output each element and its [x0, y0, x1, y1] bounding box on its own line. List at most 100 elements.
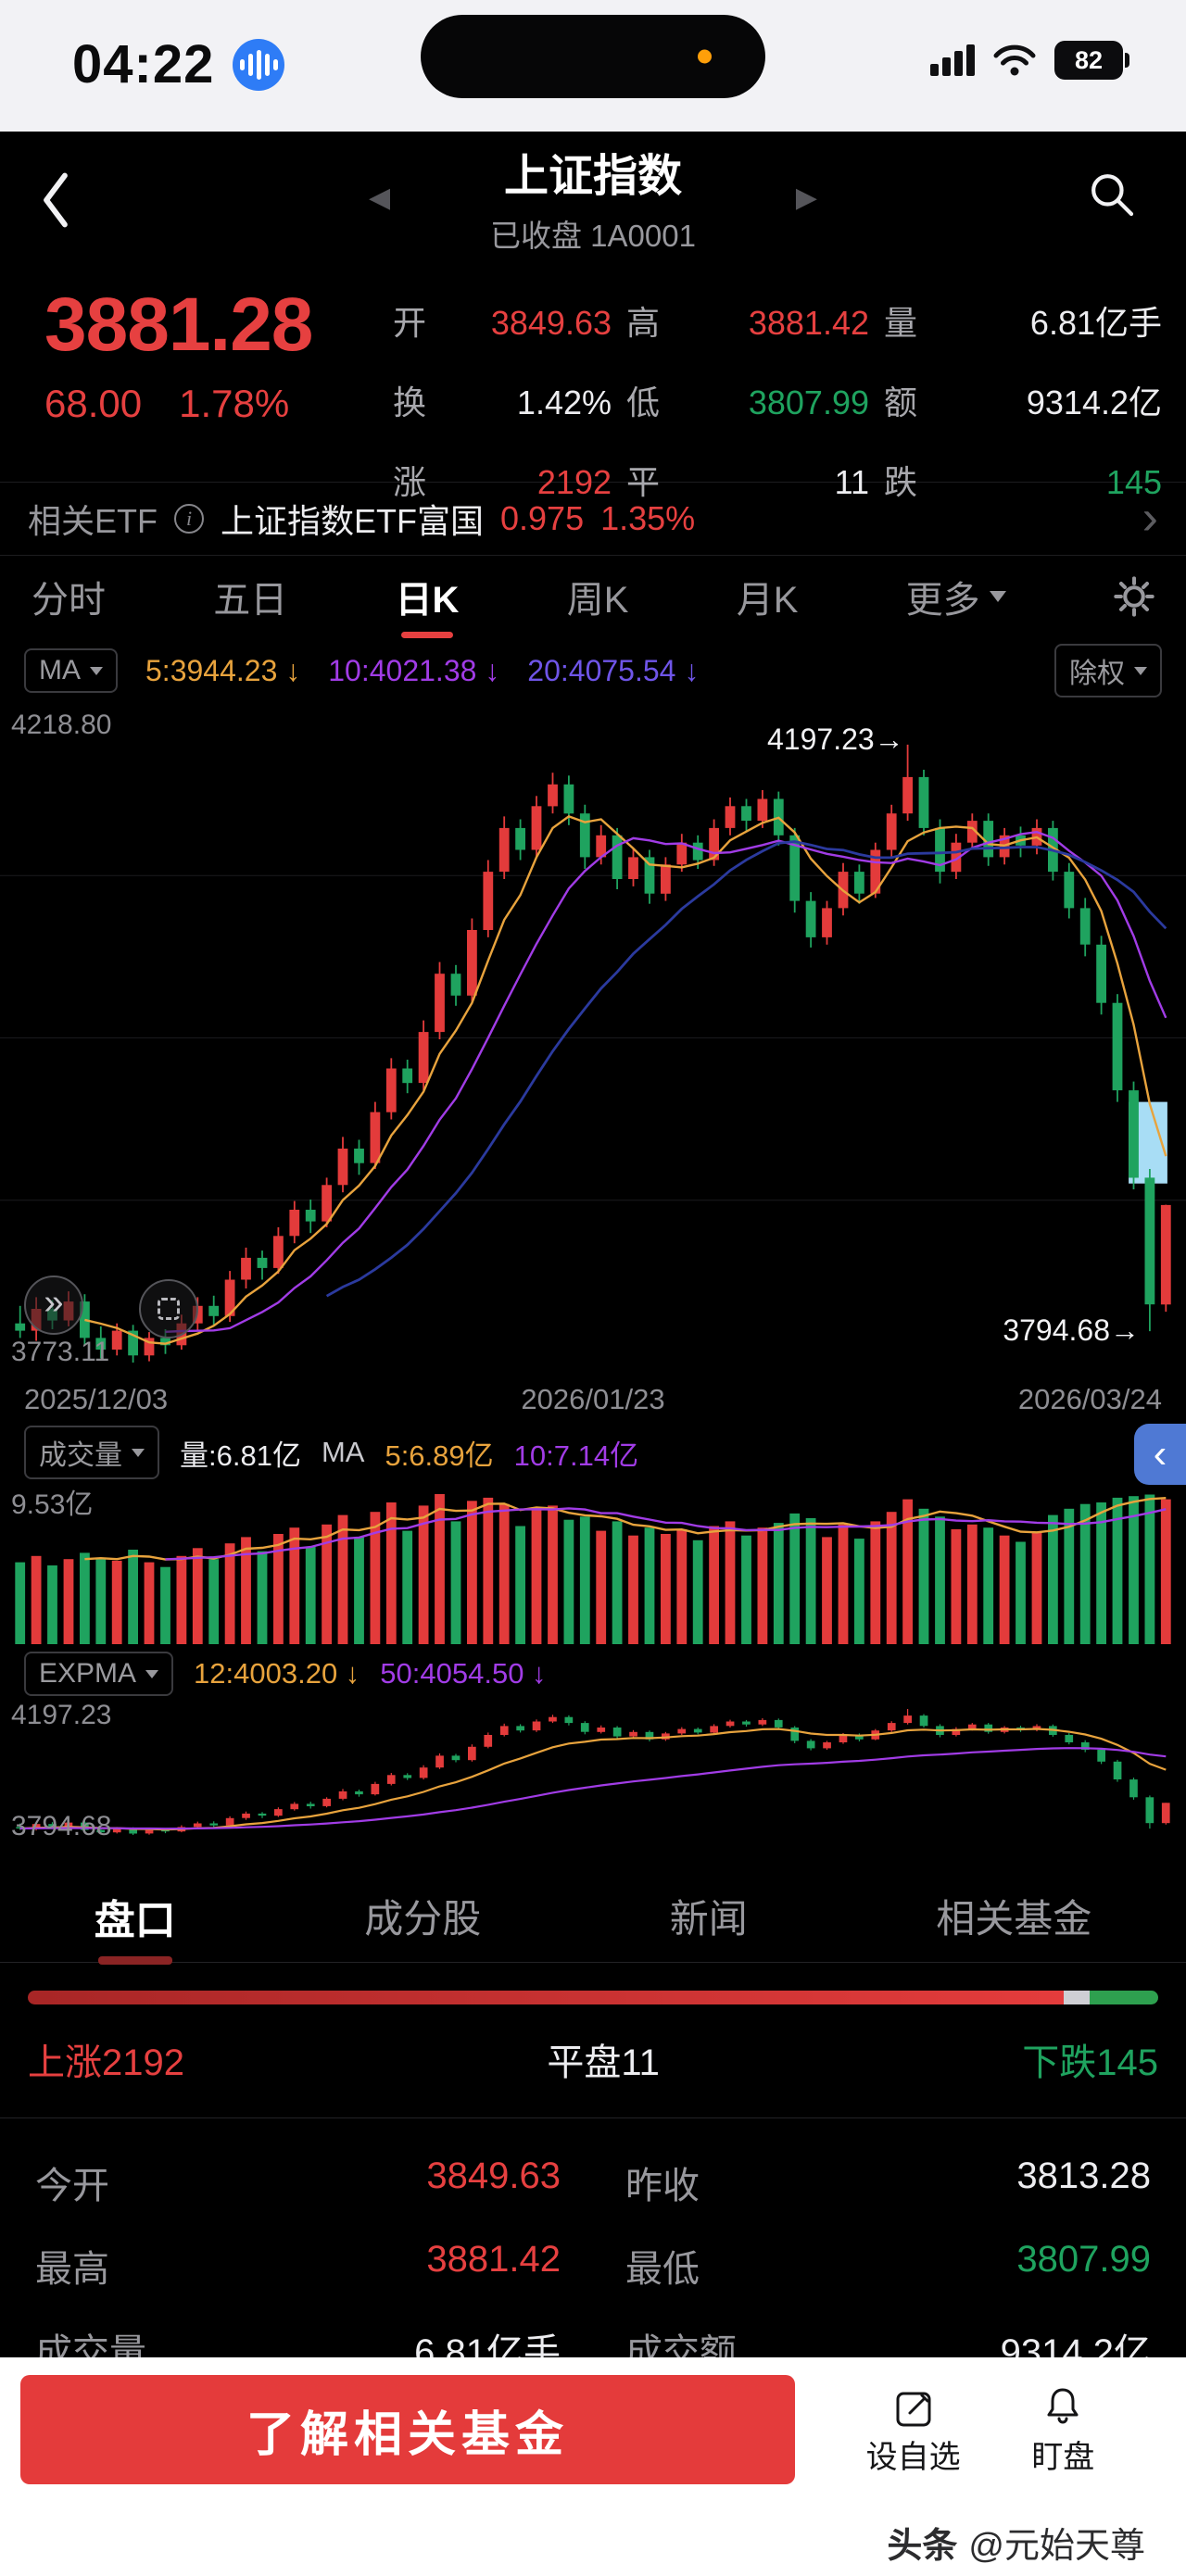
- volume-canvas: [15, 1494, 1171, 1644]
- battery-percent: 82: [1074, 45, 1104, 74]
- ma-indicator-bar: MA 5:3944.23 ↓ 10:4021.38 ↓ 20:4075.54 ↓…: [0, 637, 1186, 704]
- ma-selector[interactable]: MA: [24, 648, 118, 693]
- volume-value: 量:6.81亿: [180, 1439, 301, 1472]
- cell-low: 最低 3807.99: [625, 2239, 1151, 2290]
- breadth-up-segment: [28, 1991, 1064, 2004]
- stat-unchanged: 平 11: [626, 463, 869, 501]
- chevron-right-icon: ›: [1142, 491, 1158, 546]
- edit-square-icon: [896, 2392, 931, 2426]
- stat-low: 低 3807.99: [626, 383, 869, 421]
- change-percent: 1.78%: [179, 382, 290, 426]
- volume-selector[interactable]: 成交量: [24, 1426, 159, 1479]
- cell-high: 最高 3881.42: [35, 2239, 561, 2290]
- page-title: 上证指数: [503, 152, 682, 201]
- status-bar: 04:22 82: [0, 0, 1186, 132]
- related-funds-cta-button[interactable]: 了解相关基金: [20, 2375, 795, 2484]
- breadth-bar: [28, 1991, 1158, 2004]
- cell-prev-close: 昨收 3813.28: [625, 2155, 1151, 2206]
- etf-name: 上证指数ETF富国: [221, 502, 484, 540]
- tab-order-book[interactable]: 盘口: [95, 1887, 176, 1946]
- related-etf-row[interactable]: 相关ETF i 上证指数ETF富国 0.975 1.35% ›: [0, 482, 1186, 556]
- settings-gear-icon[interactable]: [1114, 576, 1154, 617]
- clock: 04:22: [72, 34, 215, 94]
- volume-chart[interactable]: 9.53亿: [0, 1481, 1186, 1646]
- stat-advancers: 涨 2192: [393, 463, 612, 501]
- last-price: 3881.28: [44, 283, 313, 367]
- unchanged-count: 平盘11: [547, 2042, 660, 2083]
- tab-constituents[interactable]: 成分股: [364, 1897, 482, 1941]
- volume-ma-prefix: MA: [321, 1436, 365, 1468]
- section-tab-bar: 盘口 成分股 新闻 相关基金: [0, 1870, 1186, 1963]
- adjust-mode-selector[interactable]: 除权: [1054, 644, 1162, 697]
- tab-minute[interactable]: 分时: [32, 580, 106, 621]
- add-watchlist-button[interactable]: 设自选: [866, 2383, 961, 2477]
- table-row: 今开 3849.63 昨收 3813.28: [0, 2141, 1186, 2224]
- ma20-value: 20:4075.54 ↓: [527, 653, 700, 687]
- quote-stats-grid: 开 3849.63 高 3881.42 量 6.81亿手 换 1.42% 低 3807.9…: [393, 296, 1162, 504]
- expma12-value: 12:4003.20 ↓: [194, 1657, 360, 1690]
- stat-turnover-rate: 换 1.42%: [393, 383, 612, 421]
- market-status: 已收盘 1A0001: [490, 218, 696, 253]
- tab-monthly-k[interactable]: 月K: [736, 580, 799, 621]
- advancers-count: 上涨2192: [28, 2042, 184, 2083]
- x-label-start: 2025/12/03: [24, 1383, 169, 1415]
- info-icon[interactable]: i: [174, 504, 204, 534]
- tab-5day[interactable]: 五日: [213, 580, 288, 621]
- tab-related-funds[interactable]: 相关基金: [936, 1897, 1092, 1941]
- caret-down-icon: [145, 1669, 159, 1678]
- volume-max-label: 9.53亿: [11, 1489, 94, 1520]
- dynamic-island: [421, 15, 765, 98]
- search-icon: [1091, 174, 1134, 217]
- tab-news[interactable]: 新闻: [669, 1897, 748, 1941]
- prev-stock-button[interactable]: ◀: [369, 182, 391, 213]
- search-button[interactable]: [1086, 169, 1138, 225]
- x-label-mid: 2026/01/23: [521, 1383, 665, 1415]
- chart-max-label: 4218.80: [11, 710, 112, 740]
- nav-header: ◀ 上证指数 已收盘 1A0001 ▶: [0, 132, 1186, 270]
- fast-forward-button[interactable]: »: [24, 1275, 83, 1335]
- footer: 头条 @元始天尊: [0, 2502, 1186, 2576]
- volume-ma5: 5:6.89亿: [385, 1439, 494, 1472]
- back-button[interactable]: [37, 167, 82, 233]
- tab-weekly-k[interactable]: 周K: [566, 580, 629, 621]
- stat-amount: 额 9314.2亿: [884, 383, 1162, 421]
- watermark-brand: 头条: [887, 2527, 958, 2566]
- caret-down-icon: [989, 591, 1006, 602]
- volume-indicator-bar: 成交量 量:6.81亿 MA 5:6.89亿 10:7.14亿 ‹: [0, 1424, 1186, 1485]
- bell-icon: [1047, 2388, 1079, 2423]
- stat-decliners: 跌 145: [884, 463, 1162, 501]
- stat-volume: 量 6.81亿手: [884, 304, 1162, 342]
- period-tab-bar: 分时 五日 日K 周K 月K 更多: [0, 556, 1186, 637]
- price-change: 68.00 1.78%: [44, 382, 1186, 426]
- tab-more[interactable]: 更多: [906, 570, 1006, 623]
- fullscreen-button[interactable]: [139, 1279, 198, 1338]
- breadth-down-segment: [1090, 1991, 1158, 2004]
- next-stock-button[interactable]: ▶: [795, 182, 817, 213]
- expma-chart[interactable]: 4197.23 3794.68: [0, 1700, 1186, 1842]
- kline-canvas: [0, 744, 1186, 1363]
- caret-down-icon: [132, 1448, 145, 1457]
- cell-today-open: 今开 3849.63: [35, 2155, 561, 2206]
- caret-down-icon: [1134, 666, 1147, 675]
- peak-annotation: 4197.23→: [767, 723, 904, 756]
- tab-daily-k[interactable]: 日K: [396, 570, 460, 623]
- detail-table: 今开 3849.63 昨收 3813.28 最高 3881.42 最低 3807.99 …: [0, 2118, 1186, 2391]
- stat-open: 开 3849.63: [393, 304, 612, 342]
- expma-canvas: [16, 1709, 1170, 1835]
- daily-kline-chart[interactable]: 4218.80 4197.23→ 3773.11 3794.68→ »: [0, 704, 1186, 1376]
- table-row: 最高 3881.42 最低 3807.99: [0, 2224, 1186, 2307]
- collapse-panel-button[interactable]: ‹: [1134, 1424, 1186, 1485]
- expma-max-label: 4197.23: [11, 1700, 112, 1730]
- expma-selector[interactable]: EXPMA: [24, 1652, 174, 1696]
- volume-ma10: 10:7.14亿: [513, 1439, 639, 1472]
- ma10-value: 10:4021.38 ↓: [328, 653, 500, 687]
- price-alert-button[interactable]: 盯盘: [1031, 2383, 1094, 2477]
- battery-icon: 82: [1054, 41, 1129, 80]
- decliners-count: 下跌145: [1022, 2042, 1158, 2083]
- breadth-flat-segment: [1064, 1991, 1091, 2004]
- ma5-value: 5:3944.23 ↓: [145, 653, 301, 687]
- stat-high: 高 3881.42: [626, 304, 869, 342]
- trough-annotation: 3794.68→: [1003, 1313, 1140, 1347]
- expma-indicator-bar: EXPMA 12:4003.20 ↓ 50:4054.50 ↓: [0, 1646, 1186, 1702]
- caret-down-icon: [90, 666, 103, 675]
